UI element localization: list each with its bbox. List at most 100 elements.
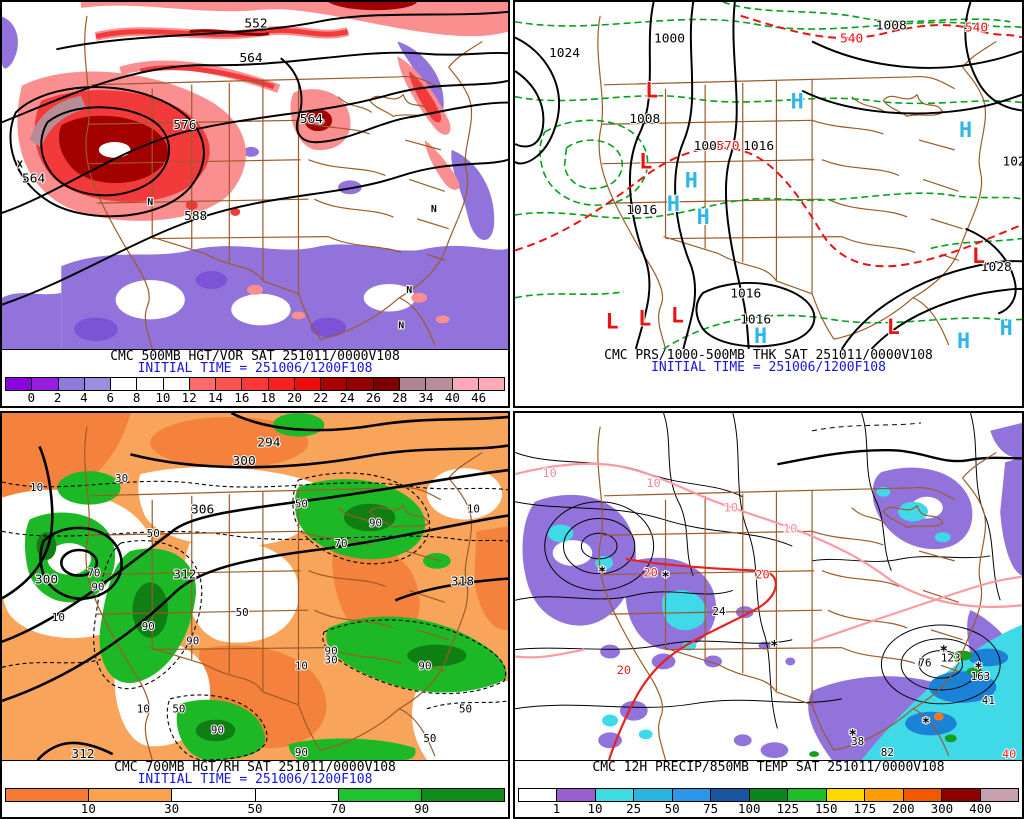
map-label: H	[685, 168, 698, 193]
colorbar-segment	[672, 789, 712, 801]
shading-blob	[2, 292, 62, 349]
colorbar-rh: 10 30 50 70 90	[2, 788, 508, 817]
map-precip-850temp: 10 10 10 10 20 20 20 40 123 163 76 38 82 24 41 * * * * * * *	[515, 413, 1022, 761]
map-label: 90	[142, 620, 155, 633]
rh-contour	[426, 700, 508, 710]
vort-ribbon	[139, 65, 275, 90]
shading-blob	[74, 317, 118, 342]
map-label: 588	[184, 209, 207, 224]
map-label: L	[887, 315, 900, 340]
colorbar-tick: 10	[80, 801, 96, 816]
colorbar-segment	[426, 378, 453, 390]
temp-10c-line	[515, 462, 1022, 609]
colorbar-segment	[478, 378, 505, 390]
shading-dot	[291, 311, 306, 320]
temp-contour	[918, 650, 964, 679]
contour-318	[394, 577, 508, 602]
map-label: 10	[543, 466, 557, 480]
colorbar-segment	[399, 378, 427, 390]
colorbar-segment	[163, 378, 190, 390]
shading-blob	[451, 149, 495, 241]
map-label: 50	[172, 703, 185, 716]
colorbar-segment	[749, 789, 789, 801]
colorbar-tick: 4	[80, 390, 88, 405]
map-label: 30	[325, 653, 338, 666]
colorbar-tick: 150	[815, 801, 838, 816]
shading-hole	[231, 293, 291, 326]
isobar-line	[811, 40, 1022, 69]
precip-intense	[809, 751, 820, 758]
temp-10c-line	[515, 648, 585, 659]
precip-moderate	[682, 640, 697, 651]
precip-light	[990, 422, 1022, 458]
colorbar-segment	[294, 378, 322, 390]
map-label: H	[697, 205, 710, 230]
colorbar-tick: 34	[418, 390, 434, 405]
shading-dot	[230, 208, 241, 216]
panel-caption: CMC PRS/1000-500MB THK SAT 251011/0000V1…	[515, 349, 1022, 374]
map-label: 90	[325, 645, 338, 658]
colorbar-segment	[980, 789, 1019, 801]
colorbar-tick: 200	[892, 801, 915, 816]
caption-line: CMC 500MB HGT/VOR SAT 251011/0000V108	[110, 349, 400, 364]
map-label: L	[645, 79, 658, 104]
map-label: 10	[137, 703, 150, 716]
map-label: 552	[244, 17, 267, 32]
map-label: 10	[295, 659, 308, 672]
thickness-540-line	[740, 14, 1022, 39]
caption-line: CMC PRS/1000-500MB THK SAT 251011/0000V1…	[604, 348, 933, 363]
map-label: 1028	[981, 260, 1012, 275]
map-label: L	[671, 303, 684, 328]
thickness-loop	[563, 139, 623, 190]
precip-light	[619, 700, 648, 721]
map-label: 10	[646, 476, 660, 490]
colorbar-tick: 24	[339, 390, 355, 405]
colorbar-segment	[89, 789, 173, 801]
colorbar-segment	[137, 378, 164, 390]
map-label: 82	[881, 746, 894, 759]
map-label: N	[398, 320, 404, 331]
vorticity-shading	[2, 16, 508, 349]
map-label: 1016	[740, 312, 771, 327]
geography	[597, 15, 997, 349]
colorbar-tick: 2	[53, 390, 62, 405]
map-label: 10	[52, 611, 65, 624]
isobar-loop-1016	[695, 281, 816, 348]
map-label: 41	[982, 694, 995, 707]
map-label: 90	[186, 635, 199, 648]
map-label: *	[922, 715, 930, 731]
map-label: L	[605, 309, 618, 334]
panel-caption: CMC 700MB HGT/RH SAT 251011/0000V108 INI…	[2, 761, 508, 786]
initial-time-line: INITIAL TIME = 251006/1200F108	[137, 361, 373, 376]
map-label: 540	[965, 21, 988, 36]
colorbar-segment	[338, 789, 422, 801]
map-label: 70	[87, 567, 100, 580]
temp-contour	[880, 624, 1001, 705]
rh-contour	[166, 694, 268, 760]
contour-loop	[39, 526, 123, 600]
colorbar-tick: 6	[106, 390, 115, 405]
colorbar-segment	[421, 789, 505, 801]
map-label: 50	[295, 498, 308, 511]
temp-contour	[777, 448, 1022, 466]
colorbar-tick: 8	[132, 390, 141, 405]
map-label: N	[147, 197, 153, 208]
contour-300	[130, 444, 508, 469]
panel-caption: CMC 500MB HGT/VOR SAT 251011/0000V108 IN…	[2, 350, 508, 375]
map-label: *	[940, 644, 948, 660]
colorbar-tick: 28	[392, 390, 408, 405]
map-label: H	[667, 192, 680, 217]
contour-588	[2, 158, 508, 306]
map-label: 10	[783, 521, 797, 535]
map-label: 564	[300, 112, 323, 127]
map-label: *	[848, 727, 856, 743]
colorbar-bar	[518, 788, 1019, 802]
colorbar-segment	[788, 789, 827, 801]
colorbar-tick: 50	[247, 801, 263, 816]
map-label: 90	[369, 516, 382, 529]
rh-moist-area	[57, 471, 121, 505]
map-label: H	[754, 324, 767, 349]
colorbar-segment	[865, 789, 904, 801]
map-label: 30	[115, 472, 128, 485]
thickness-line	[663, 314, 1022, 349]
